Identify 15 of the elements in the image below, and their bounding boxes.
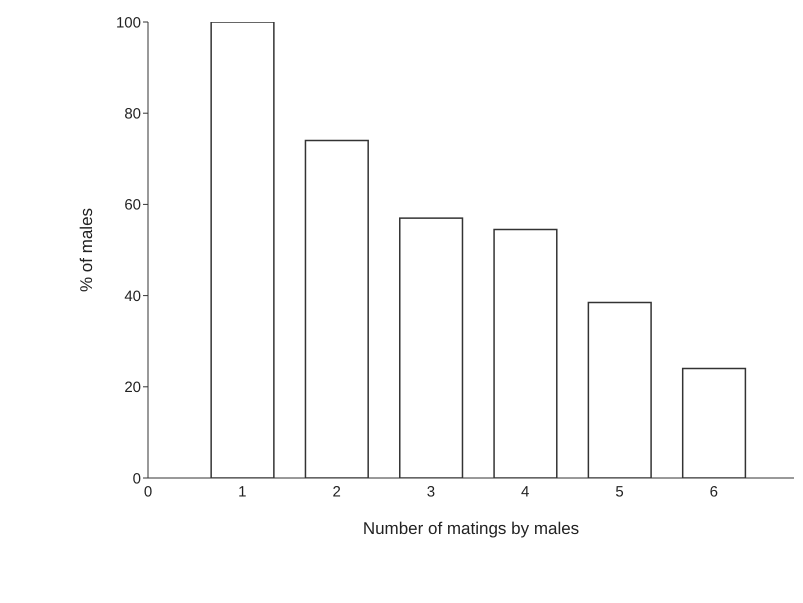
y-tick-label: 80 (124, 106, 141, 123)
x-axis-title: Number of matings by males (362, 519, 580, 538)
x-tick-label: 4 (521, 484, 530, 501)
y-axis-title: % of males (77, 208, 96, 292)
x-tick-label: 5 (615, 484, 624, 501)
y-tick-label: 20 (124, 379, 141, 396)
x-tick-label: 1 (238, 484, 246, 501)
y-tick-label: 60 (124, 196, 141, 214)
x-tick-label: 6 (710, 484, 718, 501)
y-tick-label: 0 (132, 470, 141, 488)
x-tick-label: 2 (332, 484, 341, 501)
x-tick-label: 0 (144, 484, 152, 501)
y-tick-label: 100 (116, 14, 141, 32)
x-tick-label: 3 (426, 484, 436, 501)
y-tick-label: 40 (124, 288, 141, 305)
